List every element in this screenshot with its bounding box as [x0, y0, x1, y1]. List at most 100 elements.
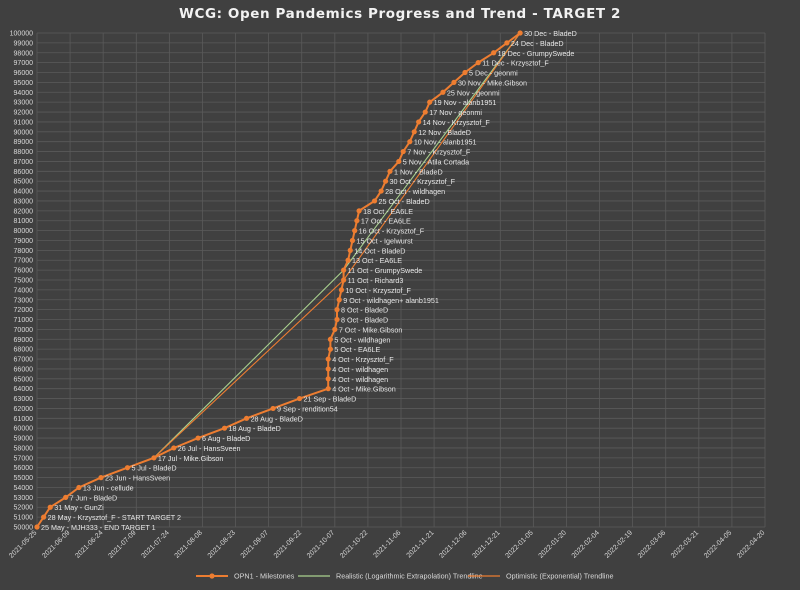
y-tick-label: 92000: [14, 110, 34, 117]
milestone-point: [341, 277, 347, 283]
milestone-label: 18 Aug - BladeD: [229, 424, 281, 433]
y-tick-label: 80000: [14, 228, 34, 235]
y-tick-label: 81000: [14, 218, 34, 225]
milestone-point: [325, 366, 331, 372]
milestone-point: [195, 435, 201, 441]
y-tick-label: 67000: [14, 357, 34, 364]
milestone-point: [47, 504, 53, 510]
milestone-point: [151, 455, 157, 461]
milestone-point: [338, 287, 345, 293]
milestone-label: 8 Oct - BladeD: [341, 316, 388, 325]
y-tick-label: 87000: [14, 159, 34, 166]
milestone-label: 18 Dec - GrumpySwede: [498, 49, 575, 58]
milestone-label: 19 Nov - alanb1951: [434, 98, 497, 107]
milestone-point: [411, 129, 417, 135]
milestone-point: [221, 425, 228, 431]
legend-label: Realistic (Logarithmic Extrapolation) Tr…: [336, 572, 483, 581]
y-tick-label: 94000: [14, 90, 34, 97]
milestone-label: 28 May - Krzysztof_F - START TARGET 2: [48, 513, 181, 522]
milestone-label: 15 Oct - Igelwurst: [356, 236, 412, 245]
legend-marker: [209, 573, 215, 579]
milestone-label: 11 Dec - Krzysztof_F: [482, 59, 549, 68]
y-tick-label: 77000: [14, 258, 34, 265]
milestone-label: 28 Aug - BladeD: [251, 414, 303, 423]
y-tick-label: 90000: [14, 129, 34, 136]
x-tick-label: 2021-06-09: [41, 529, 71, 559]
y-tick-label: 75000: [14, 278, 34, 285]
milestone-label: 12 Nov - BladeD: [418, 128, 471, 137]
milestone-point: [98, 475, 104, 481]
x-tick-label: 2021-12-21: [471, 529, 501, 559]
x-tick-label: 2022-04-05: [703, 529, 733, 559]
grid-layer: [36, 32, 766, 528]
milestone-point: [427, 99, 433, 105]
y-tick-label: 95000: [14, 80, 34, 87]
milestone-label: 17 Oct - EA6LE: [361, 217, 411, 226]
milestone-point: [34, 524, 40, 530]
milestone-label: 4 Oct - Krzysztof_F: [332, 355, 394, 364]
milestone-point: [327, 346, 334, 352]
y-tick-label: 79000: [14, 238, 34, 245]
y-tick-label: 53000: [14, 495, 34, 502]
milestone-label: 24 Dec - BladeD: [511, 39, 564, 48]
milestone-point: [41, 514, 47, 520]
milestone-label: 6 Aug - BladeD: [202, 434, 250, 443]
milestone-point: [422, 109, 428, 115]
milestone-point: [341, 267, 347, 273]
milestone-label: 9 Oct - wildhagen+ alanb1951: [343, 296, 439, 305]
milestone-point: [517, 30, 523, 36]
x-tick-label: 2022-04-20: [736, 529, 766, 559]
y-tick-label: 64000: [14, 386, 34, 393]
y-tick-label: 52000: [14, 505, 34, 512]
y-tick-label: 68000: [14, 347, 34, 354]
y-tick-label: 76000: [14, 268, 34, 275]
milestone-label: 17 Nov - geonmi: [429, 108, 482, 117]
milestone-label: 4 Oct - wildhagen: [332, 365, 388, 374]
y-tick-label: 51000: [14, 515, 34, 522]
milestone-label: 5 Oct - wildhagen: [334, 335, 390, 344]
y-tick-label: 70000: [14, 327, 34, 334]
milestone-point: [270, 405, 276, 412]
milestone-label: 13 Jun - cellude: [83, 483, 134, 492]
y-tick-label: 59000: [14, 436, 34, 443]
x-tick-label: 2021-08-23: [207, 529, 237, 559]
milestone-label: 18 Oct - EA6LE: [363, 207, 413, 216]
y-tick-label: 74000: [14, 287, 34, 294]
milestone-label: 7 Oct - Mike.Gibson: [339, 325, 403, 334]
milestone-label: 11 Oct - GrumpySwede: [348, 266, 423, 275]
point-labels: 25 May - MJH333 - END TARGET 128 May - K…: [41, 29, 577, 532]
milestone-label: 25 Nov - geonmi: [447, 88, 500, 97]
milestone-label: 9 Sep - rendition54: [277, 404, 338, 413]
y-tick-label: 58000: [14, 445, 34, 452]
y-tick-label: 69000: [14, 337, 34, 344]
milestone-point: [396, 158, 402, 165]
milestone-label: 5 Dec - geonmi: [469, 69, 518, 78]
milestone-label: 30 Nov - Mike.Gibson: [458, 78, 527, 87]
y-tick-label: 66000: [14, 366, 34, 373]
milestone-point: [382, 178, 389, 184]
y-axis-ticks: 50000 51000 52000 53000 54000 55000 56000 57000…: [10, 31, 33, 532]
x-tick-label: 2022-01-05: [505, 529, 535, 559]
legend-label: Optimistic (Exponential) Trendline: [506, 572, 613, 581]
milestone-label: 5 Nov - Atila Cortada: [403, 157, 469, 166]
milestone-point: [124, 465, 131, 471]
y-tick-label: 98000: [14, 50, 34, 57]
x-tick-label: 2021-12-06: [438, 529, 468, 559]
milestone-label: 26 Jul - HansSveen: [178, 444, 241, 453]
legend-label: OPN1 - Milestones: [234, 572, 295, 581]
milestone-label: 25 Oct - BladeD: [379, 197, 430, 206]
x-tick-label: 2021-05-25: [8, 529, 38, 559]
milestone-label: 13 Oct - EA6LE: [352, 256, 402, 265]
milestone-point: [327, 336, 334, 342]
milestone-label: 10 Nov - alanb1951: [414, 138, 477, 147]
milestone-point: [371, 198, 378, 204]
x-tick-label: 2021-11-06: [373, 529, 403, 559]
milestone-label: 5 Oct - EA6LE: [334, 345, 380, 354]
x-tick-label: 2021-09-22: [273, 529, 303, 559]
milestone-label: 7 Jun - BladeD: [70, 493, 118, 502]
x-tick-label: 2021-09-07: [240, 529, 270, 559]
legend-optimistic: Optimistic (Exponential) Trendline: [468, 572, 613, 581]
milestone-point: [356, 208, 362, 214]
milestone-point: [76, 484, 82, 491]
